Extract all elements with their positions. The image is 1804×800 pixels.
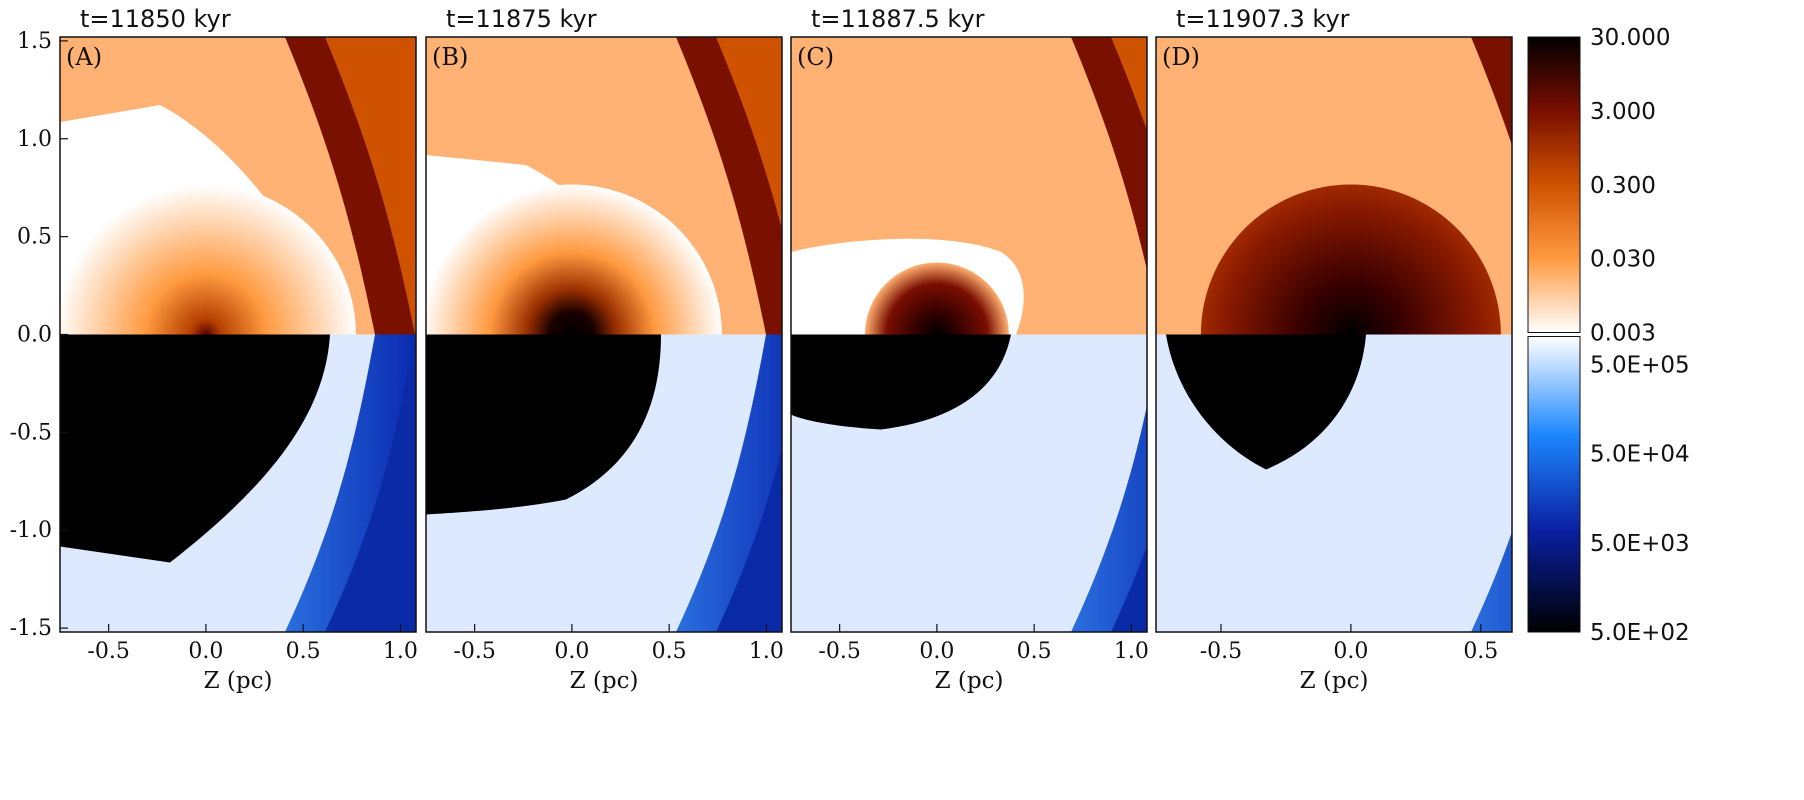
panel-frame	[1155, 36, 1513, 633]
x-tick-label: -0.5	[453, 639, 495, 664]
cold-cavity-bottom	[791, 334, 1011, 430]
x-tick-label: -0.5	[818, 639, 860, 664]
panel-letter: (B)	[432, 43, 468, 71]
shell-bottom	[676, 334, 782, 632]
x-tick-label: 0.5	[1463, 639, 1498, 664]
x-tick-label: 0.5	[1017, 639, 1052, 664]
x-axis-title: Z (pc)	[570, 668, 639, 694]
colorbar-density-label: 30.000	[1590, 25, 1670, 51]
y-tick-label: 0.0	[17, 323, 52, 348]
x-tick-label: 0.0	[188, 639, 223, 664]
panel-3: (C) t=11887.5 kyr -0.5 0.0 0.5 1.0 Z (pc)	[790, 5, 1149, 694]
dense-shell-top	[285, 37, 415, 335]
colorbar-density	[1527, 36, 1581, 333]
dense-shell-top	[676, 37, 782, 335]
cold-cavity-bottom	[1166, 334, 1366, 470]
x-tick-label: 0.0	[919, 639, 954, 664]
x-tick-label: 0.0	[554, 639, 589, 664]
time-label: t=11887.5 kyr	[811, 5, 985, 33]
panel-frame	[790, 36, 1148, 633]
dense-shell-top	[1071, 37, 1147, 271]
x-axis-title: Z (pc)	[935, 668, 1004, 694]
panels-group: (A) t=11850 kyr -0.5 0.0 0.5 1.0 Z (pc) (B) t=11…	[59, 5, 1513, 694]
colorbar-temperature-label: 5.0E+04	[1590, 442, 1690, 468]
y-tick-label: 1.5	[17, 29, 52, 54]
time-label: t=11875 kyr	[446, 5, 597, 33]
x-tick-label: 0.0	[1333, 639, 1368, 664]
y-axis: 1.5 1.0 0.5 0.0 -0.5 -1.0 -1.5	[10, 29, 68, 641]
x-tick-label: 0.5	[652, 639, 687, 664]
colorbar-density-label: 3.000	[1590, 99, 1656, 125]
colorbar: 30.000 3.000 0.300 0.030 0.003 5.0E+05 5.0E+04…	[1527, 25, 1690, 646]
colorbar-density-label: 0.300	[1590, 173, 1656, 199]
colorbar-temperature-label: 5.0E+05	[1590, 353, 1690, 379]
colorbar-density-label: 0.003	[1590, 321, 1656, 347]
x-tick-label: -0.5	[1200, 639, 1242, 664]
panel-4: (D) t=11907.3 kyr -0.5 0.0 0.5 Z (pc)	[1155, 5, 1513, 694]
x-tick-label: 1.0	[1114, 639, 1149, 664]
x-axis-title: Z (pc)	[1300, 668, 1369, 694]
x-axis-title: Z (pc)	[204, 668, 273, 694]
shell-bottom	[1471, 531, 1512, 632]
panel-frame	[425, 36, 783, 633]
colorbar-temperature-label: 5.0E+03	[1590, 531, 1690, 557]
panel-letter: (A)	[66, 43, 102, 71]
panel-letter: (D)	[1162, 43, 1200, 71]
colorbar-temperature-label: 5.0E+02	[1590, 620, 1690, 646]
y-tick-label: -0.5	[10, 420, 52, 445]
x-tick-label: 1.0	[749, 639, 784, 664]
time-label: t=11907.3 kyr	[1176, 5, 1350, 33]
x-tick-label: -0.5	[87, 639, 129, 664]
shell-bottom	[285, 334, 415, 632]
y-tick-label: -1.5	[10, 616, 52, 641]
colorbar-density-label: 0.030	[1590, 247, 1656, 273]
colorbar-temperature	[1527, 336, 1581, 633]
dense-shell-top	[1471, 37, 1512, 146]
panel-2: (B) t=11875 kyr -0.5 0.0 0.5 1.0 Z (pc)	[425, 5, 784, 694]
y-tick-label: 0.5	[17, 225, 52, 250]
panel-1: (A) t=11850 kyr -0.5 0.0 0.5 1.0 Z (pc)	[59, 5, 418, 694]
y-tick-label: -1.0	[10, 518, 52, 543]
panel-letter: (C)	[797, 43, 834, 71]
x-tick-label: 0.5	[286, 639, 321, 664]
cold-cavity-bottom	[60, 334, 330, 563]
time-label: t=11850 kyr	[80, 5, 231, 33]
x-tick-label: 1.0	[383, 639, 418, 664]
cold-cavity-bottom	[426, 334, 661, 515]
y-tick-label: 1.0	[17, 127, 52, 152]
shell-bottom	[1071, 405, 1147, 632]
